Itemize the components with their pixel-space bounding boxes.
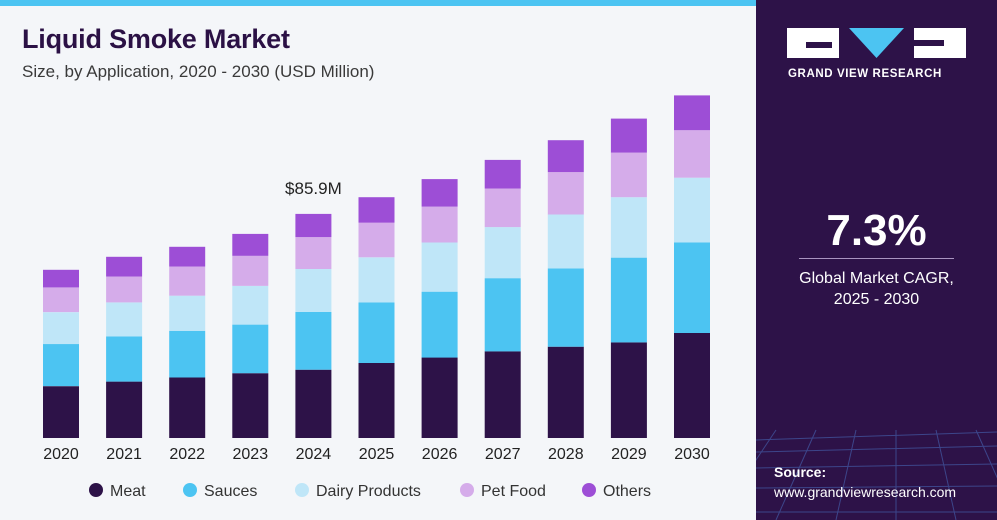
bar-segment-dairy-products-2027 [484,227,521,279]
bar-segment-others-2028 [547,140,584,173]
cagr-value: 7.3% [826,206,927,255]
x-tick-label: 2029 [611,446,647,463]
bar-segment-sauces-2029 [610,257,647,343]
legend-marker-pet-food [460,483,474,497]
bar-segment-pet-food-2022 [169,266,206,296]
bar-segment-sauces-2024 [295,311,332,370]
brand-name: GRAND VIEW RESEARCH [788,68,942,80]
bar-segment-dairy-products-2030 [674,177,710,243]
bar-segment-pet-food-2026 [421,206,458,243]
bar-segment-sauces-2026 [421,291,458,358]
legend-label-meat: Meat [110,483,146,500]
cagr-label: Global Market CAGR, 2025 - 2030 [756,268,997,310]
bar-segment-pet-food-2025 [358,222,395,258]
bar-segment-dairy-products-2020 [43,312,79,345]
legend-label-dairy-products: Dairy Products [316,483,421,500]
bar-segment-others-2023 [232,233,269,256]
bar-segment-sauces-2023 [232,324,269,374]
bar-segment-others-2026 [421,179,458,207]
bar-segment-dairy-products-2026 [421,242,458,292]
bar-segment-dairy-products-2023 [232,286,269,325]
legend-label-others: Others [603,483,651,500]
bar-segment-meat-2021 [106,381,143,438]
legend-marker-others [582,483,596,497]
source-label: Source: [774,464,827,480]
bar-segment-dairy-products-2021 [106,302,143,337]
bar-segment-sauces-2020 [43,344,79,387]
bar-segment-pet-food-2020 [43,287,79,313]
x-tick-label: 2023 [233,446,269,463]
stacked-bar-chart: 2020 2021 2022 2023 2024 2025 2026 2027 2028 2029… [43,95,710,500]
accent-bar [0,0,756,6]
bar-segment-sauces-2027 [484,278,521,352]
bar-segment-dairy-products-2025 [358,257,395,303]
data-label-2024: $85.9M [285,179,342,198]
bar-segment-dairy-products-2028 [547,214,584,269]
x-tick-label: 2022 [169,446,205,463]
bar-segment-others-2030 [674,95,710,131]
bar-segment-meat-2023 [232,373,269,438]
bar-segment-dairy-products-2024 [295,269,332,312]
bar-segment-others-2022 [169,246,206,267]
bar-segment-pet-food-2029 [610,152,647,198]
x-tick-label: 2028 [548,446,584,463]
bar-segment-others-2021 [106,256,143,277]
bar-segment-meat-2028 [547,346,584,438]
x-tick-label: 2027 [485,446,521,463]
cagr-label-line-2: 2025 - 2030 [833,291,920,308]
x-tick-label: 2030 [674,446,710,463]
bar-segment-others-2027 [484,159,521,189]
bar-segment-dairy-products-2029 [610,197,647,258]
x-tick-label: 2020 [43,446,79,463]
bar-segment-others-2024 [295,213,332,238]
bar-segment-meat-2027 [484,351,521,438]
chart-subtitle: Size, by Application, 2020 - 2030 (USD M… [22,62,375,81]
bar-segment-pet-food-2024 [295,237,332,269]
legend-marker-sauces [183,483,197,497]
bar-segment-pet-food-2030 [674,130,710,178]
bar-segment-meat-2022 [169,377,206,438]
x-tick-label: 2025 [359,446,395,463]
info-sidebar: GRAND VIEW RESEARCH 7.3% Global Market C… [756,0,997,520]
chart-panel: Liquid Smoke Market Size, by Application… [0,0,756,520]
bar-segment-meat-2024 [295,369,332,438]
bar-segment-sauces-2028 [547,268,584,347]
cagr-label-line-1: Global Market CAGR, [799,270,954,287]
bar-segment-sauces-2021 [106,336,143,382]
bar-segment-dairy-products-2022 [169,295,206,331]
bar-segment-sauces-2030 [674,242,710,333]
x-tick-label: 2026 [422,446,458,463]
bar-segment-others-2020 [43,269,79,288]
bar-segment-pet-food-2027 [484,188,521,228]
grid-decoration [756,429,997,520]
source-url[interactable]: www.grandviewresearch.com [774,484,957,500]
legend-marker-meat [89,483,103,497]
bar-segment-meat-2026 [421,357,458,438]
legend-label-pet-food: Pet Food [481,483,546,500]
bar-segment-meat-2029 [610,342,647,438]
bar-segment-meat-2030 [674,333,710,438]
bar-segment-others-2029 [610,118,647,153]
bar-segment-sauces-2022 [169,330,206,378]
bar-segment-pet-food-2028 [547,172,584,215]
bar-segment-others-2025 [358,197,395,223]
bar-segment-sauces-2025 [358,302,395,363]
bar-segment-pet-food-2021 [106,276,143,303]
x-tick-label: 2021 [106,446,142,463]
bar-segment-meat-2025 [358,362,395,438]
brand-logo [787,28,966,58]
bar-segment-pet-food-2023 [232,255,269,286]
cagr-divider [799,258,954,259]
bar-segment-meat-2020 [43,386,79,438]
chart-title: Liquid Smoke Market [22,24,290,54]
x-tick-label: 2024 [296,446,332,463]
legend-label-sauces: Sauces [204,483,257,500]
legend-marker-dairy-products [295,483,309,497]
